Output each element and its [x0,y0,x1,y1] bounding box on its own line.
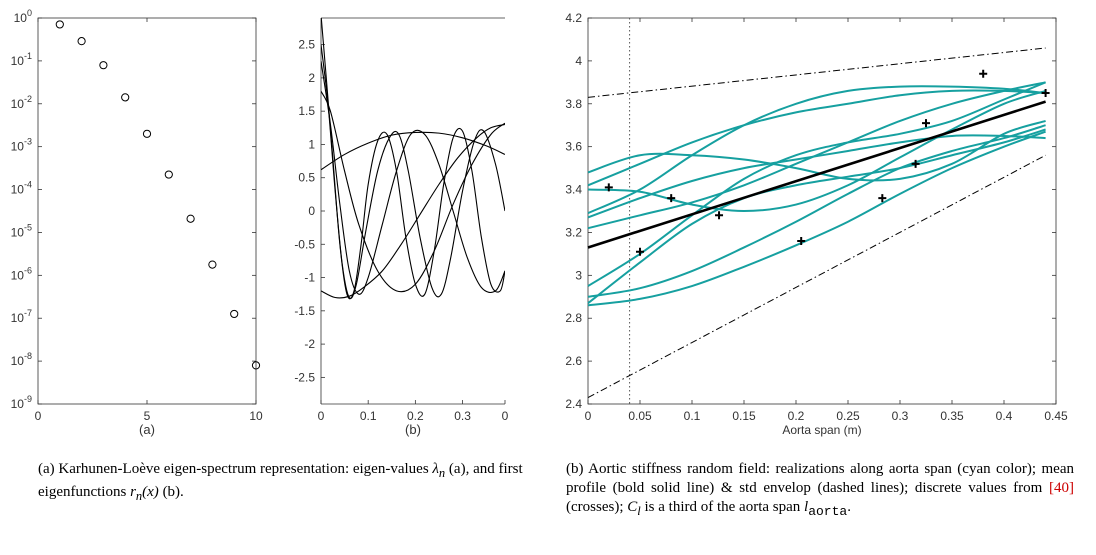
y-tick-label: 2 [308,71,315,85]
x-axis-label: Aorta span (m) [782,423,861,437]
caption-b-cl-sub: l [637,504,640,518]
caption-b-l-sub: aorta [808,504,847,519]
y-tick-label: 3.8 [565,97,582,111]
y-tick-label: -1.5 [294,304,315,318]
y-tick-label: 3.2 [565,225,582,239]
eigenvalue-point [165,171,172,178]
caption-b-cl: C [627,499,637,515]
discrete-value-cross [979,70,987,78]
caption-b: (b) Aortic stiffness random field: reali… [566,460,1074,521]
caption-b-citation[interactable]: [40] [1049,480,1074,496]
subplot-label-a: (a) [139,422,155,437]
eigenvalue-point [56,21,63,28]
x-tick-label: 0.15 [732,409,756,423]
y-tick-label: -1 [304,271,315,285]
mean-line [588,102,1046,248]
realization-line-1 [588,121,1046,181]
y-tick-label: 10-8 [11,351,32,368]
y-tick-label: 10-5 [11,222,32,239]
x-tick-label: 0 [585,409,592,423]
realization-line-7 [588,82,1046,286]
y-tick-label: 10-4 [11,180,32,197]
eigenvalue-point [78,38,85,45]
y-tick-label: 10-3 [11,137,32,154]
caption-a-label: (a) [38,461,55,477]
y-tick-label: 3.4 [565,183,582,197]
y-tick-label: 4 [575,54,582,68]
caption-a: (a) Karhunen-Loève eigen-spectrum repres… [38,460,528,506]
caption-b-text-1: Aortic stiffness random field: realizati… [566,461,1074,496]
eigenfunction-line-1 [321,132,505,169]
y-tick-label: 2.4 [565,397,582,411]
y-tick-label: 1 [308,137,315,151]
eigenfunction-lines [321,15,505,299]
y-tick-label: 2.5 [298,38,315,52]
y-tick-label: 10-6 [11,265,32,282]
y-tick-label: -0.5 [294,237,315,251]
y-tick-label: 2.6 [565,354,582,368]
discrete-value-cross [636,248,644,256]
realization-line-6 [588,82,1046,228]
realization-line-3 [588,90,1046,185]
eigenfunction-line-5 [321,15,505,299]
y-tick-label: 3.6 [565,140,582,154]
y-tick-label: -2 [304,337,315,351]
y-tick-label: 0.5 [298,171,315,185]
x-tick-label: 0.2 [788,409,805,423]
y-tick-label: 3 [575,268,582,282]
x-tick-label: 0.25 [836,409,860,423]
chart-eigen-spectrum: 0 5 10 100 10-1 10-2 10-3 10-4 10-5 10-6 10-7 10-8 1… [11,8,263,437]
eigenfunction-line-2 [321,91,505,291]
discrete-value-cross [922,119,930,127]
x-tick-label: 0.4 [996,409,1013,423]
x-tick-label: 0.1 [360,409,377,423]
caption-a-text-1: Karhunen-Loève eigen-spectrum representa… [58,461,428,477]
caption-a-text-3: (b). [163,484,184,500]
x-tick-label: 5 [144,409,151,423]
eigenfunction-line-4 [321,45,505,299]
x-tick-label: 0 [502,409,509,423]
y-tick-label: 100 [14,8,32,25]
x-tick-label: 0.45 [1044,409,1068,423]
eigenvalue-point [231,310,238,317]
chart-aortic-stiffness: 0 0.05 0.1 0.15 0.2 0.25 0.3 0.35 0.4 0.45 4.2 4 3.8… [565,11,1068,437]
x-tick-label: 0.1 [684,409,701,423]
caption-a-lambda-sub: n [439,466,445,480]
y-tick-label: 4.2 [565,11,582,25]
y-tick-label: 10-2 [11,94,32,111]
eigenvalue-point [187,215,194,222]
eigenfunction-line-3 [321,61,505,294]
y-tick-label: 1.5 [298,104,315,118]
y-tick-label: 10-9 [11,394,32,411]
discrete-value-cross [1042,89,1050,97]
realization-line-5 [588,135,1046,217]
y-tick-label: 10-1 [11,51,32,68]
y-tick-label: 0 [308,204,315,218]
x-tick-label: 10 [249,409,263,423]
eigenvalue-point [100,62,107,69]
subplot-label-b: (b) [405,422,421,437]
y-tick-label: 2.8 [565,311,582,325]
x-tick-label: 0 [318,409,325,423]
x-tick-label: 0.35 [940,409,964,423]
x-tick-label: 0 [35,409,42,423]
eigenvalue-point [209,261,216,268]
x-tick-label: 0.3 [892,409,909,423]
caption-b-text-2: (crosses); [566,499,623,515]
caption-b-text-4: . [847,499,851,515]
x-tick-label: 0.2 [407,409,424,423]
chart-eigenfunctions: 0 0.1 0.2 0.3 0 2.5 2 1.5 1 0.5 0 -0.5 -1 -1.5 -2 -2.5 (… [294,15,508,437]
y-tick-label: 10-7 [11,308,32,325]
eigenvalue-point [122,94,129,101]
x-tick-label: 0.3 [454,409,471,423]
caption-b-text-3: is a third of the aorta span [644,499,800,515]
caption-a-r-arg: (x) [142,484,159,500]
y-tick-label: -2.5 [294,370,315,384]
x-tick-label: 0.05 [628,409,652,423]
plot-frame [38,18,256,404]
caption-b-label: (b) [566,461,584,477]
discrete-value-cross [715,211,723,219]
eigenvalue-point [143,130,150,137]
